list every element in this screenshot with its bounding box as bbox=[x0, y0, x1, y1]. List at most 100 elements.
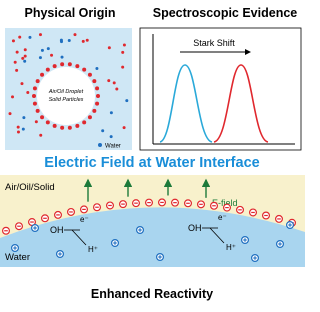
ion bbox=[107, 79, 110, 82]
cation bbox=[137, 227, 144, 234]
cation bbox=[287, 222, 294, 229]
ion bbox=[23, 60, 26, 63]
oh: OH bbox=[188, 223, 202, 233]
surface-charge bbox=[75, 64, 79, 68]
interface-charge bbox=[276, 216, 283, 223]
surface-charge bbox=[40, 73, 44, 77]
droplet bbox=[37, 67, 95, 125]
bottom-phase-label: Water bbox=[5, 252, 30, 263]
droplet-panel: Air/Oil Droplet Solid Particles Water bbox=[5, 28, 132, 150]
legend-dot bbox=[98, 143, 102, 147]
proton: H⁺ bbox=[226, 243, 236, 252]
ion bbox=[28, 36, 31, 39]
droplet-label: Air/Oil Droplet bbox=[48, 89, 84, 95]
ion bbox=[86, 39, 89, 42]
ion bbox=[15, 69, 18, 72]
cation bbox=[252, 255, 259, 262]
surface-charge bbox=[40, 115, 44, 119]
page: {"header":{"left_title":"Physical Origin… bbox=[0, 0, 305, 307]
ion bbox=[60, 39, 63, 42]
interface-charge bbox=[263, 212, 270, 219]
surface-charge bbox=[92, 109, 96, 113]
ion bbox=[123, 126, 126, 129]
surface-charge bbox=[33, 102, 37, 106]
ion bbox=[35, 120, 38, 123]
surface-charge bbox=[53, 64, 57, 68]
electron: e⁻ bbox=[218, 213, 227, 222]
ion bbox=[41, 49, 44, 52]
ion bbox=[125, 99, 128, 102]
ion bbox=[47, 47, 50, 50]
interface-charge bbox=[185, 200, 192, 207]
interface-charge bbox=[16, 223, 23, 230]
surface-charge bbox=[36, 109, 40, 113]
ion bbox=[14, 61, 17, 64]
interface-charge bbox=[133, 200, 140, 207]
cation bbox=[57, 251, 64, 258]
surface-charge bbox=[32, 94, 36, 98]
cation bbox=[157, 254, 164, 261]
ion bbox=[20, 82, 23, 85]
interface-charge bbox=[81, 206, 88, 213]
ion bbox=[17, 131, 20, 134]
surface-charge bbox=[33, 86, 37, 90]
surface-charge bbox=[36, 79, 40, 83]
electron: e⁻ bbox=[80, 215, 89, 224]
ion bbox=[121, 51, 124, 54]
interface-charge bbox=[107, 202, 114, 209]
surface-charge bbox=[92, 79, 96, 83]
ion bbox=[26, 91, 29, 94]
left-title: Physical Origin bbox=[24, 6, 115, 20]
interface-panel: Air/Oil/Solid Water E-field OH e⁻ H⁺ OH … bbox=[0, 175, 305, 267]
right-title: Spectroscopic Evidence bbox=[153, 6, 298, 20]
interface-charge bbox=[3, 227, 10, 234]
ion bbox=[113, 81, 116, 84]
ion bbox=[9, 112, 12, 115]
ion bbox=[17, 126, 20, 129]
ion bbox=[115, 88, 118, 91]
ion bbox=[101, 129, 104, 132]
surface-charge bbox=[53, 124, 57, 128]
ion bbox=[39, 56, 42, 59]
ion bbox=[110, 111, 113, 114]
shift-label: Stark Shift bbox=[193, 38, 235, 48]
surface-charge bbox=[82, 120, 86, 124]
ion bbox=[24, 48, 27, 51]
surface-charge bbox=[75, 124, 79, 128]
ion bbox=[12, 39, 15, 42]
ion bbox=[22, 116, 25, 119]
ion bbox=[24, 55, 27, 58]
cation bbox=[12, 245, 19, 252]
ion bbox=[61, 56, 64, 59]
interface-charge bbox=[224, 204, 231, 211]
proton: H⁺ bbox=[88, 245, 98, 254]
interface-charge bbox=[42, 215, 49, 222]
surface-charge bbox=[88, 115, 92, 119]
surface-charge bbox=[46, 120, 50, 124]
ion bbox=[21, 57, 24, 60]
surface-charge bbox=[88, 73, 92, 77]
cation bbox=[242, 237, 249, 244]
interface-charge bbox=[55, 212, 62, 219]
interface-charge bbox=[172, 199, 179, 206]
interface-charge bbox=[159, 199, 166, 206]
banner: Electric Field at Water Interface bbox=[44, 155, 259, 171]
figure: Physical Origin Spectroscopic Evidence A… bbox=[0, 0, 305, 307]
ion bbox=[11, 95, 14, 98]
ion bbox=[95, 67, 98, 70]
ion bbox=[16, 51, 19, 54]
interface-charge bbox=[250, 209, 257, 216]
ion bbox=[123, 44, 126, 47]
interface-charge bbox=[120, 201, 127, 208]
surface-charge bbox=[96, 94, 100, 98]
ion bbox=[39, 33, 42, 36]
surface-charge bbox=[82, 68, 86, 72]
surface-charge bbox=[60, 62, 64, 66]
ion bbox=[22, 128, 25, 131]
cation bbox=[112, 240, 119, 247]
legend-label: Water bbox=[105, 144, 121, 150]
ion bbox=[50, 54, 53, 57]
surface-charge bbox=[95, 102, 99, 106]
surface-charge bbox=[60, 126, 64, 130]
top-phase-label: Air/Oil/Solid bbox=[5, 182, 55, 193]
